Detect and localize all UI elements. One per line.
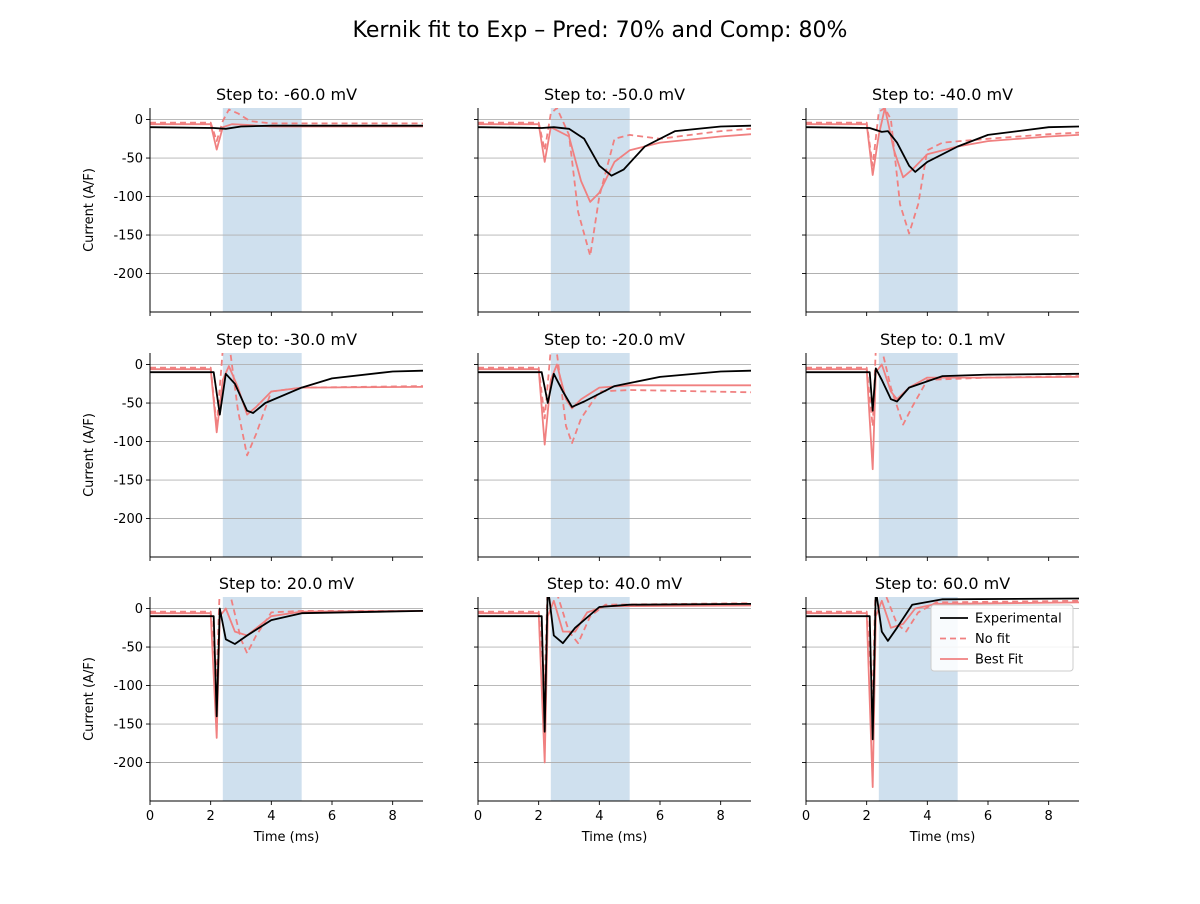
panel-title: Step to: -40.0 mV (872, 85, 1013, 104)
x-tick-label: 6 (984, 809, 992, 824)
x-tick-label: 6 (328, 809, 336, 824)
x-tick-label: 8 (717, 809, 725, 824)
y-tick-label: -200 (113, 267, 143, 282)
x-tick-label: 4 (595, 809, 603, 824)
series-experimental (150, 369, 423, 416)
series-best-fit (806, 108, 1079, 179)
figure-title: Kernik fit to Exp – Pred: 70% and Comp: … (353, 18, 848, 43)
panel-2: Step to: -50.0 mV (474, 85, 751, 316)
panel-title: Step to: 40.0 mV (547, 574, 682, 593)
series-no-fit (478, 353, 751, 444)
y-axis-label: Current (A/F) (82, 168, 97, 252)
panel-6: Step to: 0.1 mV (802, 330, 1079, 561)
x-tick-label: 0 (802, 809, 810, 824)
panel-5: Step to: -20.0 mV (474, 330, 751, 561)
panels: 0 -50 -100 -150 -200 Step to: -60.0 mV Current… (82, 85, 1079, 845)
panel-9: 0 2 4 6 8 Step to: 60.0 mV Time (ms) Experiment… (802, 574, 1079, 845)
y-tick-label: -100 (113, 190, 143, 205)
series-no-fit (806, 353, 1079, 427)
y-tick-label: 0 (135, 113, 143, 128)
y-tick-label: -200 (113, 756, 143, 771)
y-axis-label: Current (A/F) (82, 413, 97, 497)
y-tick-label: -150 (113, 474, 143, 489)
y-tick-label: -150 (113, 229, 143, 244)
series-experimental (806, 125, 1079, 173)
series-experimental (806, 597, 1079, 741)
series-best-fit (806, 599, 1079, 788)
y-tick-label: -50 (122, 641, 143, 656)
x-tick-label: 2 (535, 809, 543, 824)
panel-7: 0 -50 -100 -150 -200 0 2 4 6 8 Step to: 20.0 mV Cur… (82, 574, 423, 845)
x-axis-label: Time (ms) (253, 830, 320, 845)
panel-4: 0 -50 -100 -150 -200 Step to: -30.0 mV Current… (82, 330, 423, 561)
series-no-fit (806, 108, 1079, 235)
x-tick-label: 2 (863, 809, 871, 824)
series-experimental (478, 597, 751, 733)
shaded-window (222, 108, 302, 312)
x-tick-label: 8 (1045, 809, 1053, 824)
y-tick-label: -50 (122, 152, 143, 167)
panel-title: Step to: -50.0 mV (544, 85, 685, 104)
legend-label: Best Fit (975, 653, 1023, 668)
series-best-fit (478, 363, 751, 446)
x-tick-label: 8 (389, 809, 397, 824)
series-best-fit (478, 123, 751, 203)
series-experimental (150, 607, 423, 718)
panel-1: 0 -50 -100 -150 -200 Step to: -60.0 mV Current… (82, 85, 423, 316)
y-tick-label: -150 (113, 718, 143, 733)
y-tick-label: 0 (135, 358, 143, 373)
series-experimental (806, 367, 1079, 412)
panel-title: Step to: -30.0 mV (216, 330, 357, 349)
y-tick-label: -50 (122, 397, 143, 412)
panel-3: Step to: -40.0 mV (802, 85, 1079, 316)
legend-label: No fit (975, 632, 1010, 647)
y-tick-label: -200 (113, 512, 143, 527)
x-tick-label: 2 (207, 809, 215, 824)
series-no-fit (150, 353, 423, 457)
x-tick-label: 6 (656, 809, 664, 824)
x-axis-label: Time (ms) (581, 830, 648, 845)
series-experimental (150, 124, 423, 130)
panel-8: 0 2 4 6 8 Step to: 40.0 mV Time (ms) (474, 574, 751, 845)
y-tick-label: -100 (113, 435, 143, 450)
series-best-fit (806, 363, 1079, 471)
shaded-window (550, 108, 630, 312)
y-tick-label: -100 (113, 679, 143, 694)
legend: Experimental No fit Best Fit (930, 604, 1074, 672)
series-no-fit (478, 108, 751, 257)
legend-box (930, 604, 1074, 672)
series-experimental (478, 369, 751, 408)
panel-title: Step to: -60.0 mV (216, 85, 357, 104)
series-no-fit (150, 108, 423, 142)
panel-title: Step to: -20.0 mV (544, 330, 685, 349)
x-axis-label: Time (ms) (909, 830, 976, 845)
panel-title: Step to: 20.0 mV (219, 574, 354, 593)
x-tick-label: 0 (146, 809, 154, 824)
series-no-fit (478, 597, 751, 687)
x-tick-label: 4 (923, 809, 931, 824)
y-axis-label: Current (A/F) (82, 657, 97, 741)
legend-label: Experimental (975, 612, 1062, 627)
series-experimental (478, 124, 751, 177)
y-tick-label: 0 (135, 602, 143, 617)
x-tick-label: 0 (474, 809, 482, 824)
panel-title: Step to: 0.1 mV (880, 330, 1005, 349)
series-best-fit (150, 607, 423, 739)
panel-title: Step to: 60.0 mV (875, 574, 1010, 593)
shaded-window (878, 353, 958, 557)
x-tick-label: 4 (267, 809, 275, 824)
